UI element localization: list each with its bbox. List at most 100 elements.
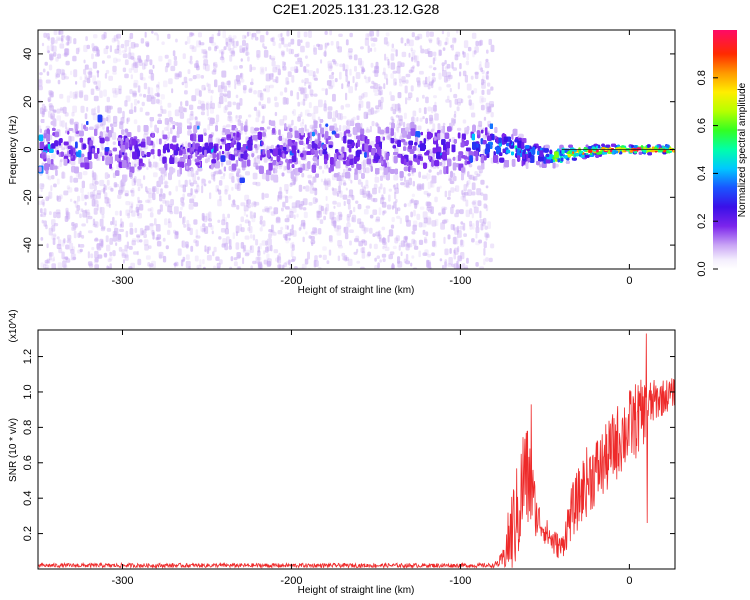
spectrogram-noise-cell xyxy=(64,256,69,260)
spectrogram-noise-cell xyxy=(368,190,371,199)
spectrogram-noise-cell xyxy=(103,48,109,55)
spectrogram-noise-cell xyxy=(268,229,273,233)
spectrogram-noise-cell xyxy=(217,138,221,146)
spectrogram-noise-cell xyxy=(479,171,482,177)
spectrogram-noise-cell xyxy=(226,80,231,86)
spectrogram-noise-cell xyxy=(96,190,102,195)
spectrogram-noise-cell xyxy=(139,204,144,211)
spectrogram-noise-cell xyxy=(404,235,408,240)
spectrogram-noise-cell xyxy=(357,218,362,225)
spectrogram-noise-cell xyxy=(426,192,432,197)
spectrogram-noise-cell xyxy=(182,184,186,193)
spectrogram-noise-cell xyxy=(41,110,45,118)
spectrogram-noise-cell xyxy=(286,225,289,230)
spectrogram-noise-cell xyxy=(390,95,395,101)
spectrogram-noise-cell xyxy=(272,231,277,236)
spectrogram-noise-cell xyxy=(210,95,213,103)
spectrogram-noise-cell xyxy=(168,191,172,196)
spectrogram-noise-cell xyxy=(447,234,451,240)
spectrogram-noise-cell xyxy=(375,219,380,223)
spectrogram-noise-cell xyxy=(180,197,184,203)
spectrogram-noise-cell xyxy=(393,132,397,140)
spectrogram-noise-cell xyxy=(448,257,453,265)
spectrogram-noise-cell xyxy=(342,182,347,186)
spectrogram-noise-cell xyxy=(466,182,469,186)
spectrogram-noise-cell xyxy=(189,32,193,38)
spectrogram-noise-cell xyxy=(251,78,254,83)
spectrogram-noise-cell xyxy=(490,111,494,118)
spectrogram-noise-cell xyxy=(103,31,107,39)
spectrogram-noise-cell xyxy=(322,254,327,260)
spectrogram-noise-cell xyxy=(444,248,449,256)
spectrogram-noise-cell xyxy=(239,98,243,106)
spectrogram-noise-cell xyxy=(233,261,238,267)
spectrogram-noise-cell xyxy=(206,103,209,110)
spectrogram-noise-cell xyxy=(185,100,189,107)
spectrogram-noise-cell xyxy=(171,88,174,94)
spectrogram-noise-cell xyxy=(245,51,250,56)
spectrogram-noise-cell xyxy=(72,55,77,62)
spectrogram-noise-cell xyxy=(403,121,406,128)
spectrogram-noise-cell xyxy=(316,210,320,214)
spectrogram-noise-cell xyxy=(277,33,283,38)
spectrogram-noise-cell xyxy=(42,201,45,207)
spectrogram-noise-cell xyxy=(224,228,229,235)
spectrogram-noise-cell xyxy=(447,95,450,100)
spectrogram-noise-cell xyxy=(164,218,168,226)
spectrogram-noise-cell xyxy=(202,259,205,265)
spectrogram-noise-cell xyxy=(182,193,185,201)
spectrogram-noise-cell xyxy=(316,43,320,47)
spectrogram-noise-cell xyxy=(334,78,338,83)
spectrogram-noise-cell xyxy=(174,72,180,80)
spectrogram-noise-cell xyxy=(231,186,234,191)
spectrogram-noise-cell xyxy=(337,255,340,262)
spectrogram-noise-cell xyxy=(297,31,301,38)
spectrogram-noise-cell xyxy=(232,199,236,206)
spectrogram-noise-cell xyxy=(486,106,492,113)
spectrogram-noise-cell xyxy=(148,87,154,96)
spectrogram-noise-cell xyxy=(215,137,221,143)
spectrogram-noise-cell xyxy=(205,50,208,59)
spectrogram-noise-cell xyxy=(261,68,264,73)
spectrogram-noise-cell xyxy=(263,143,266,151)
spectrogram-noise-cell xyxy=(149,223,154,231)
spectrogram-noise-cell xyxy=(444,259,448,267)
spectrogram-noise-cell xyxy=(421,222,427,228)
spectrogram-noise-cell xyxy=(310,231,315,235)
spectrogram-noise-cell xyxy=(308,70,314,76)
spectrogram-noise-cell xyxy=(252,172,258,180)
spectrogram-noise-cell xyxy=(481,89,485,95)
spectrogram-noise-cell xyxy=(399,78,402,84)
spectrogram-noise-cell xyxy=(332,117,336,122)
spectrogram-noise-cell xyxy=(113,115,118,124)
spectrogram-noise-cell xyxy=(339,113,343,121)
spectrogram-noise-cell xyxy=(99,179,105,187)
spectrogram-noise-cell xyxy=(160,94,165,100)
spectrogram-noise-cell xyxy=(438,212,442,216)
spectrogram-noise-cell xyxy=(350,217,355,222)
spectrogram-noise-cell xyxy=(282,115,288,121)
spectrogram-noise-cell xyxy=(148,69,153,75)
spectrogram-noise-cell xyxy=(423,190,429,195)
spectrogram-noise-cell xyxy=(242,257,245,265)
spectrogram-noise-cell xyxy=(374,69,379,77)
spectrogram-noise-cell xyxy=(456,106,460,112)
spectrogram-noise-cell xyxy=(271,57,276,61)
spectrogram-noise-cell xyxy=(465,60,469,66)
spectrogram-noise-cell xyxy=(61,251,65,260)
spectrogram-noise-cell xyxy=(66,41,69,46)
spectrogram-noise-cell xyxy=(228,245,232,250)
spectrogram-noise-cell xyxy=(258,101,262,106)
spectrogram-noise-cell xyxy=(418,107,422,113)
spectrogram-noise-cell xyxy=(318,165,323,170)
spectrogram-noise-cell xyxy=(289,211,294,218)
spectrogram-noise-cell xyxy=(301,118,305,124)
spectrogram-noise-cell xyxy=(281,37,285,45)
spectrogram-noise-cell xyxy=(298,227,302,231)
spectrogram-noise-cell xyxy=(373,183,378,189)
spectrogram-noise-cell xyxy=(133,43,139,48)
spectrogram-noise-cell xyxy=(332,93,336,102)
spectrogram-noise-cell xyxy=(232,35,237,39)
spectrogram-noise-cell xyxy=(56,68,61,75)
spectrogram-noise-cell xyxy=(338,185,341,193)
